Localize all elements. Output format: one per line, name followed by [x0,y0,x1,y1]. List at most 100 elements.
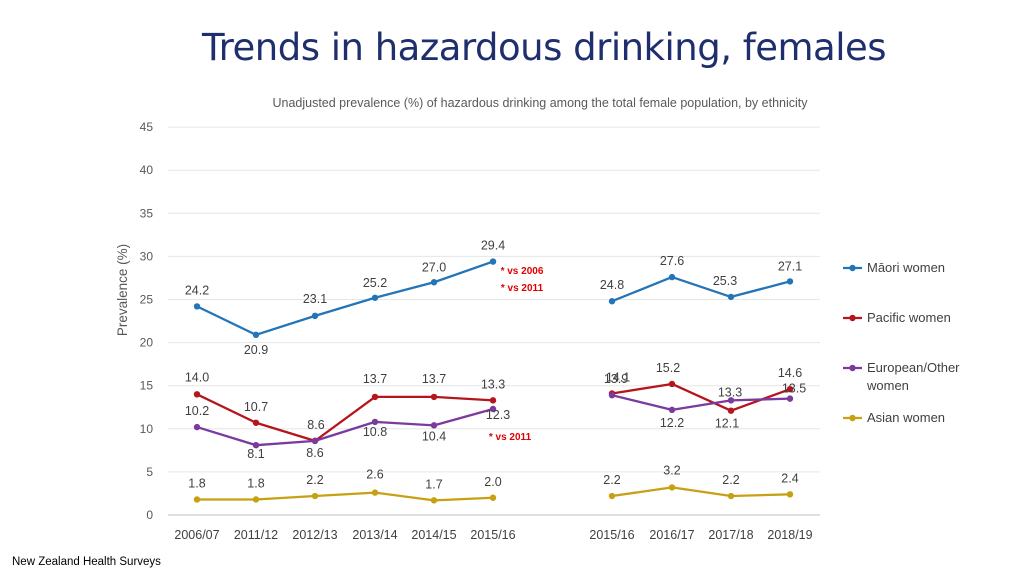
series-line [196,407,494,447]
y-tick-label: 25 [140,293,154,307]
data-point [489,494,497,501]
data-label: 27.0 [422,260,446,274]
series-line [196,260,494,336]
data-point [668,273,676,281]
data-point [727,492,735,500]
data-point [489,405,497,413]
data-point [489,397,497,404]
y-tick-label: 35 [140,206,154,220]
data-label: 2.2 [722,473,739,487]
y-tick-label: 15 [140,379,154,393]
chart-subtitle: Unadjusted prevalence (%) of hazardous d… [272,96,808,110]
y-tick-label: 40 [140,163,154,177]
data-point [608,298,616,305]
x-tick-label: 2006/07 [174,528,219,542]
legend-swatch-marker [849,314,856,322]
data-label: 27.6 [660,254,684,268]
legend-label: Pacific women [867,310,951,325]
legend-label: Asian women [867,410,945,425]
data-point [608,391,616,399]
series-line [611,486,791,498]
series-line [611,275,791,303]
data-label: 24.2 [185,283,209,297]
data-point [727,407,735,414]
data-point [193,303,201,310]
data-label: 25.2 [363,276,387,290]
legend-swatch-marker [849,364,856,372]
data-label: 3.2 [663,463,680,477]
data-label: 13.9 [604,372,628,386]
data-point [430,279,438,286]
data-label: 13.5 [782,382,806,396]
data-label: 27.1 [778,259,802,273]
data-point [311,437,319,445]
data-point [252,496,260,503]
x-tick-label: 2014/15 [411,528,456,542]
y-tick-label: 20 [140,336,154,350]
data-label: 14.1 [606,370,630,384]
data-label: 23.1 [303,292,327,306]
data-label: 13.3 [718,385,742,399]
y-tick-label: 0 [146,508,153,522]
data-point [371,418,379,426]
data-point [311,492,319,500]
data-label: 25.3 [713,274,737,288]
data-point [786,395,794,402]
annotation: * vs 2011 [489,432,532,443]
data-label: 8.6 [306,446,323,460]
data-point [786,385,794,393]
data-point [371,294,379,301]
x-tick-label: 2017/18 [708,528,753,542]
data-point [430,497,438,504]
data-point [489,258,497,265]
page-title: Trends in hazardous drinking, females [201,26,887,69]
data-label: 13.3 [481,377,505,391]
data-label: 2.4 [781,471,798,485]
data-label: 1.8 [188,476,205,490]
x-tick-label: 2013/14 [352,528,397,542]
x-tick-label: 2016/17 [649,528,694,542]
data-label: 29.4 [481,239,505,253]
data-label: 10.4 [422,429,446,443]
data-label: 13.7 [363,372,387,386]
y-axis-label: Prevalence (%) [115,244,130,336]
data-point [371,489,379,496]
data-point [252,441,260,449]
series-line [611,382,791,412]
data-label: 10.2 [185,404,209,418]
series-line [197,491,494,502]
data-point [193,391,201,398]
legend-swatch-marker [849,264,856,272]
data-label: 10.8 [363,425,387,439]
x-tick-label: 2018/19 [767,528,812,542]
data-point [668,380,676,388]
data-point [252,419,260,426]
data-point [668,484,676,491]
y-tick-label: 5 [146,465,153,479]
data-label: 2.0 [484,475,501,489]
data-label: 12.2 [660,416,684,430]
data-label: 12.1 [715,417,739,431]
data-point [786,278,794,285]
data-label: 12.3 [486,408,510,422]
y-tick-label: 10 [140,422,154,436]
data-label: 1.8 [247,476,264,490]
data-point [252,331,260,339]
data-point [193,423,201,431]
y-tick-label: 30 [140,249,154,263]
legend-label: Māori women [867,260,945,275]
data-label: 8.1 [247,447,264,461]
data-point [727,397,735,404]
data-label: 2.2 [603,473,620,487]
annotation: * vs 2006 [501,266,544,277]
data-label: 24.8 [600,278,624,292]
data-label: 13.7 [422,372,446,386]
data-point [727,293,735,301]
data-label: 15.2 [656,361,680,375]
series-line [196,393,494,443]
x-tick-label: 2011/12 [234,528,278,542]
data-label: 20.9 [244,343,268,357]
data-label: 14.6 [778,366,802,380]
data-label: 8.6 [307,418,324,432]
